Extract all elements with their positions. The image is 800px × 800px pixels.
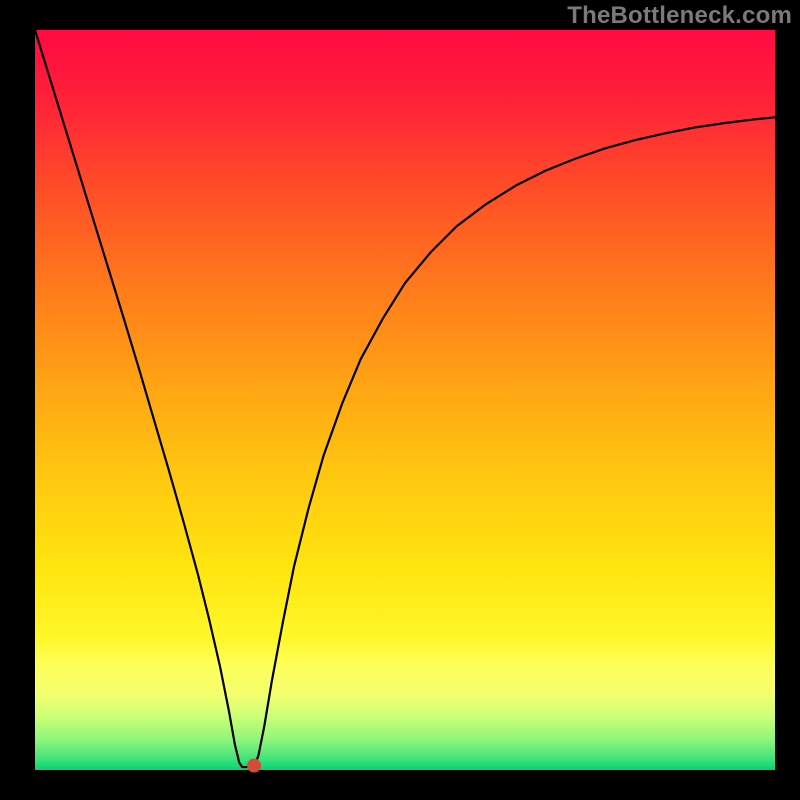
optimum-marker: [247, 759, 261, 773]
chart-svg: [0, 0, 800, 800]
watermark-text: TheBottleneck.com: [567, 2, 792, 30]
plot-background: [35, 30, 775, 770]
chart-container: TheBottleneck.com: [0, 0, 800, 800]
